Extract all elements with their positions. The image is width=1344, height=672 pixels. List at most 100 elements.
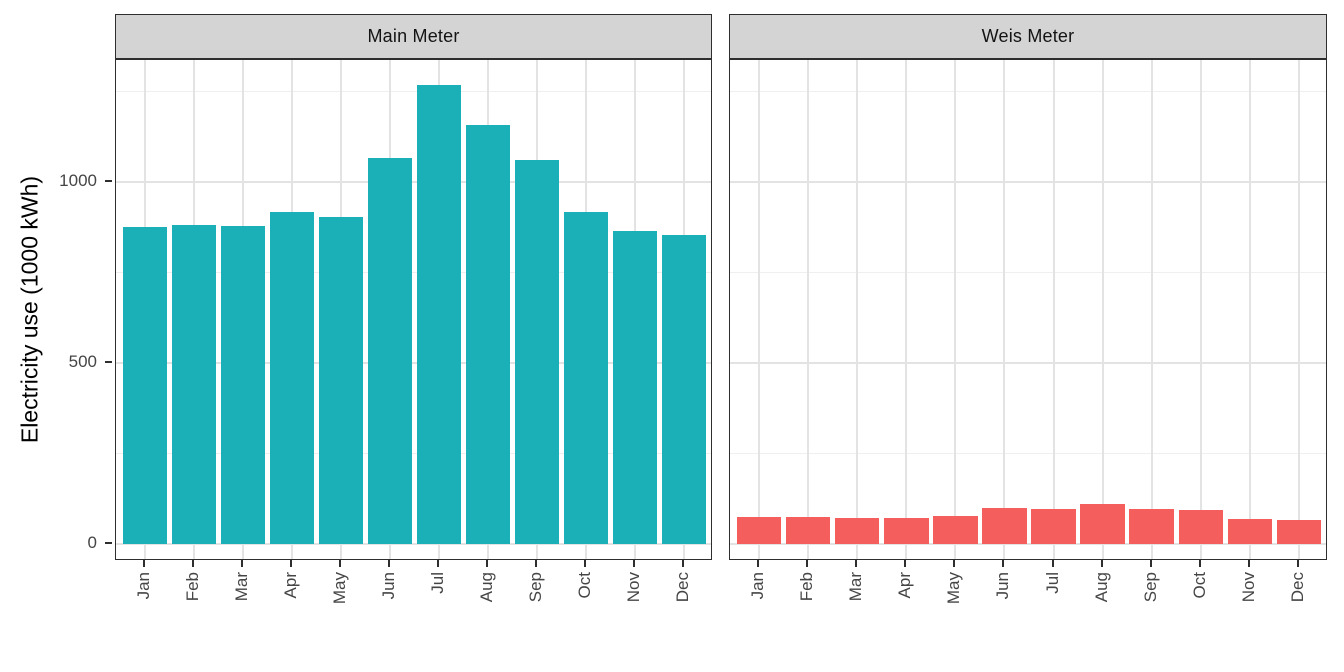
minor-gridline xyxy=(730,271,1326,273)
major-gridline xyxy=(730,542,1326,545)
y-axis-title: Electricity use (1000 kWh) xyxy=(16,175,43,444)
x-tick-mark xyxy=(1247,560,1250,567)
category-gridline xyxy=(1101,60,1104,559)
x-tick-label-sep: Sep xyxy=(1140,572,1160,603)
x-tick-mark xyxy=(1296,560,1299,567)
x-tick-label-feb: Feb xyxy=(797,572,817,602)
facet-strip-label: Main Meter xyxy=(367,26,460,46)
x-tick-label-mar: Mar xyxy=(232,572,252,602)
major-gridline xyxy=(116,542,711,545)
x-tick-mark xyxy=(1002,560,1005,567)
x-tick-mark xyxy=(143,560,146,567)
x-tick-label-apr: Apr xyxy=(895,572,915,599)
x-tick-label-jan: Jan xyxy=(134,572,154,600)
bar-mar xyxy=(835,518,880,544)
x-tick-label-jun: Jun xyxy=(993,572,1013,600)
major-gridline xyxy=(730,181,1326,184)
bar-apr xyxy=(884,517,929,544)
category-gridline xyxy=(1248,60,1251,559)
x-tick-mark xyxy=(485,560,488,567)
bar-oct xyxy=(1178,510,1223,544)
bar-sep xyxy=(1129,508,1174,544)
bar-jun xyxy=(368,158,413,544)
x-tick-mark xyxy=(241,560,244,567)
x-tick-mark xyxy=(192,560,195,567)
plot-panel-weis-meter xyxy=(729,59,1327,560)
major-gridline xyxy=(116,361,711,364)
y-tick-label: 0 xyxy=(87,532,97,552)
facet-strip-label: Weis Meter xyxy=(981,26,1075,46)
x-tick-mark xyxy=(583,560,586,567)
category-gridline xyxy=(1297,60,1300,559)
x-tick-mark xyxy=(632,560,635,567)
minor-gridline xyxy=(730,452,1326,454)
bar-aug xyxy=(465,124,510,544)
x-tick-label-dec: Dec xyxy=(672,572,692,603)
bar-jul xyxy=(416,85,461,544)
x-tick-label-jan: Jan xyxy=(748,572,768,600)
bar-mar xyxy=(221,226,266,544)
minor-gridline xyxy=(116,271,711,273)
y-tick-mark xyxy=(105,180,112,183)
category-gridline xyxy=(1052,60,1055,559)
category-gridline xyxy=(905,60,908,559)
minor-gridline xyxy=(730,91,1326,93)
minor-gridline xyxy=(116,452,711,454)
major-gridline xyxy=(116,181,711,184)
x-tick-label-jul: Jul xyxy=(427,572,447,594)
x-tick-label-jul: Jul xyxy=(1042,572,1062,594)
bar-oct xyxy=(563,211,608,544)
bar-jan xyxy=(123,227,168,544)
x-tick-mark xyxy=(290,560,293,567)
x-tick-label-oct: Oct xyxy=(1189,572,1209,599)
x-tick-label-apr: Apr xyxy=(281,572,301,599)
x-tick-mark xyxy=(855,560,858,567)
x-tick-mark xyxy=(339,560,342,567)
x-tick-label-aug: Aug xyxy=(476,572,496,603)
y-tick-label: 1000 xyxy=(59,171,97,191)
x-tick-label-nov: Nov xyxy=(1238,572,1258,603)
x-tick-mark xyxy=(953,560,956,567)
category-gridline xyxy=(758,60,761,559)
bar-aug xyxy=(1080,503,1125,544)
bar-feb xyxy=(172,225,217,544)
category-gridline xyxy=(1199,60,1202,559)
category-gridline xyxy=(954,60,957,559)
category-gridline xyxy=(807,60,810,559)
x-tick-mark xyxy=(534,560,537,567)
x-tick-mark xyxy=(436,560,439,567)
minor-gridline xyxy=(116,91,711,93)
facet-strip-main-meter: Main Meter xyxy=(115,14,712,59)
x-tick-mark xyxy=(681,560,684,567)
x-tick-label-nov: Nov xyxy=(623,572,643,603)
facet-strip-weis-meter: Weis Meter xyxy=(729,14,1327,59)
x-tick-mark xyxy=(388,560,391,567)
category-gridline xyxy=(1003,60,1006,559)
x-tick-mark xyxy=(1149,560,1152,567)
category-gridline xyxy=(856,60,859,559)
category-gridline xyxy=(1150,60,1153,559)
major-gridline xyxy=(730,361,1326,364)
y-tick-mark xyxy=(105,360,112,363)
x-tick-label-jun: Jun xyxy=(379,572,399,600)
x-tick-mark xyxy=(904,560,907,567)
x-tick-mark xyxy=(1198,560,1201,567)
bar-feb xyxy=(786,516,831,544)
bar-apr xyxy=(270,211,315,544)
bar-jan xyxy=(737,517,782,544)
bar-may xyxy=(933,515,978,544)
x-tick-label-aug: Aug xyxy=(1091,572,1111,603)
bar-nov xyxy=(1227,518,1272,544)
bar-sep xyxy=(514,159,559,544)
x-tick-label-oct: Oct xyxy=(574,572,594,599)
x-tick-label-sep: Sep xyxy=(525,572,545,603)
y-tick-mark xyxy=(105,541,112,544)
bar-dec xyxy=(1276,519,1321,544)
plot-panel-main-meter xyxy=(115,59,712,560)
bar-dec xyxy=(661,234,706,544)
x-tick-mark xyxy=(1100,560,1103,567)
y-tick-label: 500 xyxy=(68,351,97,371)
x-tick-mark xyxy=(1051,560,1054,567)
x-tick-label-may: May xyxy=(330,572,350,605)
